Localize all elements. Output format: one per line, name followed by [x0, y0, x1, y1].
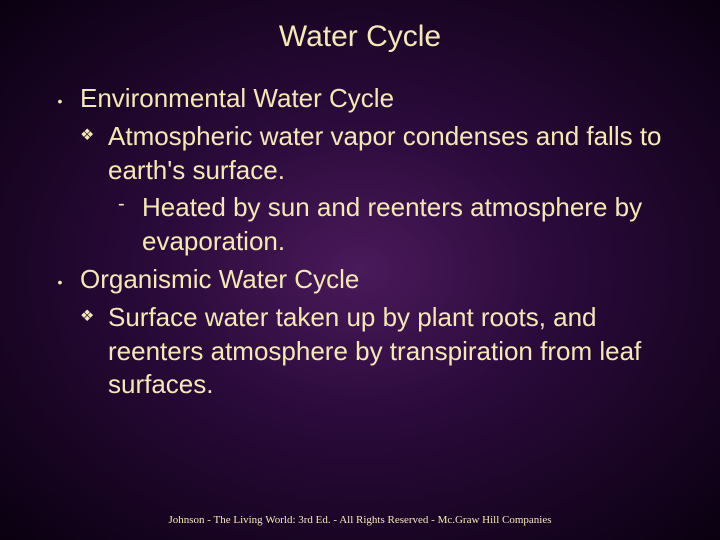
list-item: • Organismic Water Cycle [40, 263, 680, 297]
list-item: - Heated by sun and reenters atmosphere … [118, 191, 680, 259]
list-item: ❖ Surface water taken up by plant roots,… [80, 301, 680, 402]
slide-footer: Johnson - The Living World: 3rd Ed. - Al… [0, 514, 720, 526]
bullet-text: Environmental Water Cycle [80, 82, 680, 116]
list-item: ❖ Atmospheric water vapor condenses and … [80, 120, 680, 188]
bullet-text: Heated by sun and reenters atmosphere by… [142, 191, 680, 259]
bullet-text: Surface water taken up by plant roots, a… [108, 301, 680, 402]
diamond-bullet-icon: ❖ [80, 120, 108, 188]
slide: Water Cycle • Environmental Water Cycle … [0, 0, 720, 540]
bullet-marker: • [40, 82, 80, 116]
bullet-text: Atmospheric water vapor condenses and fa… [108, 120, 680, 188]
list-item: • Environmental Water Cycle [40, 82, 680, 116]
dash-bullet-icon: - [118, 191, 142, 259]
diamond-bullet-icon: ❖ [80, 301, 108, 402]
slide-title: Water Cycle [40, 20, 680, 54]
slide-content: • Environmental Water Cycle ❖ Atmospheri… [40, 82, 680, 402]
bullet-text: Organismic Water Cycle [80, 263, 680, 297]
bullet-marker: • [40, 263, 80, 297]
